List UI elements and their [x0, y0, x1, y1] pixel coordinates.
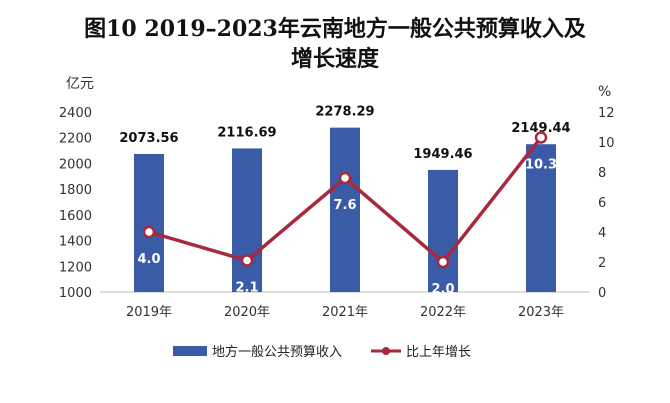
legend-swatch-marker [382, 347, 390, 355]
y-left-tick-label: 2400 [59, 106, 92, 121]
axes: 2400 2200 2000 1800 1600 1400 1200 1000 12 10 8 6 4 2… [59, 106, 615, 320]
y-left-tick-label: 1600 [59, 209, 92, 224]
line-value-label: 4.0 [137, 252, 160, 267]
y-left-tick-label: 1400 [59, 235, 92, 250]
line-point [142, 225, 156, 239]
right-axis-unit: % [598, 84, 611, 100]
x-tick-label: 2020年 [224, 305, 270, 320]
bar-value-label: 2073.56 [119, 131, 178, 146]
y-left-tick-label: 1000 [59, 286, 92, 301]
x-tick-label: 2023年 [518, 305, 564, 320]
y-left-tick-label: 1200 [59, 260, 92, 275]
line-series: 4.0 2.1 7.6 2.0 10.3 [137, 131, 557, 297]
y-right-tick-label: 8 [598, 166, 606, 181]
bar [134, 153, 164, 292]
y-right-tick-label: 10 [598, 136, 615, 151]
legend-swatch-bar [173, 346, 207, 356]
line-point [436, 255, 450, 269]
y-right-tick-label: 2 [598, 256, 606, 271]
left-axis-unit: 亿元 [66, 76, 94, 92]
line-point [534, 131, 548, 144]
legend-label-line: 比上年增长 [406, 345, 471, 360]
bar [428, 169, 458, 292]
bar [330, 127, 360, 292]
line-value-label: 7.6 [333, 198, 356, 213]
line-value-label: 2.1 [235, 281, 258, 296]
y-right-tick-label: 4 [598, 226, 606, 241]
bar-series: 2073.56 2116.69 2278.29 1949.46 2149.44 [119, 105, 571, 292]
y-right-tick-label: 12 [598, 106, 615, 121]
bar-value-label: 1949.46 [413, 147, 472, 162]
legend: 地方一般公共预算收入 比上年增长 [173, 344, 471, 360]
bar-value-label: 2149.44 [511, 121, 570, 136]
y-right-tick-label: 0 [598, 286, 606, 301]
x-tick-label: 2021年 [322, 305, 368, 320]
line-point [338, 171, 352, 185]
y-left-tick-label: 1800 [59, 183, 92, 198]
bar [232, 148, 262, 292]
bar [526, 144, 556, 292]
y-left-tick-label: 2200 [59, 132, 92, 147]
line-point [240, 254, 254, 267]
x-tick-label: 2022年 [420, 305, 466, 320]
legend-label-bar: 地方一般公共预算收入 [212, 344, 342, 360]
x-tick-label: 2019年 [126, 305, 172, 320]
y-right-tick-label: 6 [598, 196, 606, 211]
y-left-tick-label: 2000 [59, 157, 92, 172]
bar-value-label: 2116.69 [217, 125, 276, 140]
line-value-label: 10.3 [525, 158, 557, 173]
chart-title-line1: 图10 2019–2023年云南地方一般公共预算收入及 [84, 16, 587, 42]
line-value-label: 2.0 [431, 282, 454, 297]
chart-title-line2: 增长速度 [291, 46, 380, 72]
bar-value-label: 2278.29 [315, 105, 374, 120]
